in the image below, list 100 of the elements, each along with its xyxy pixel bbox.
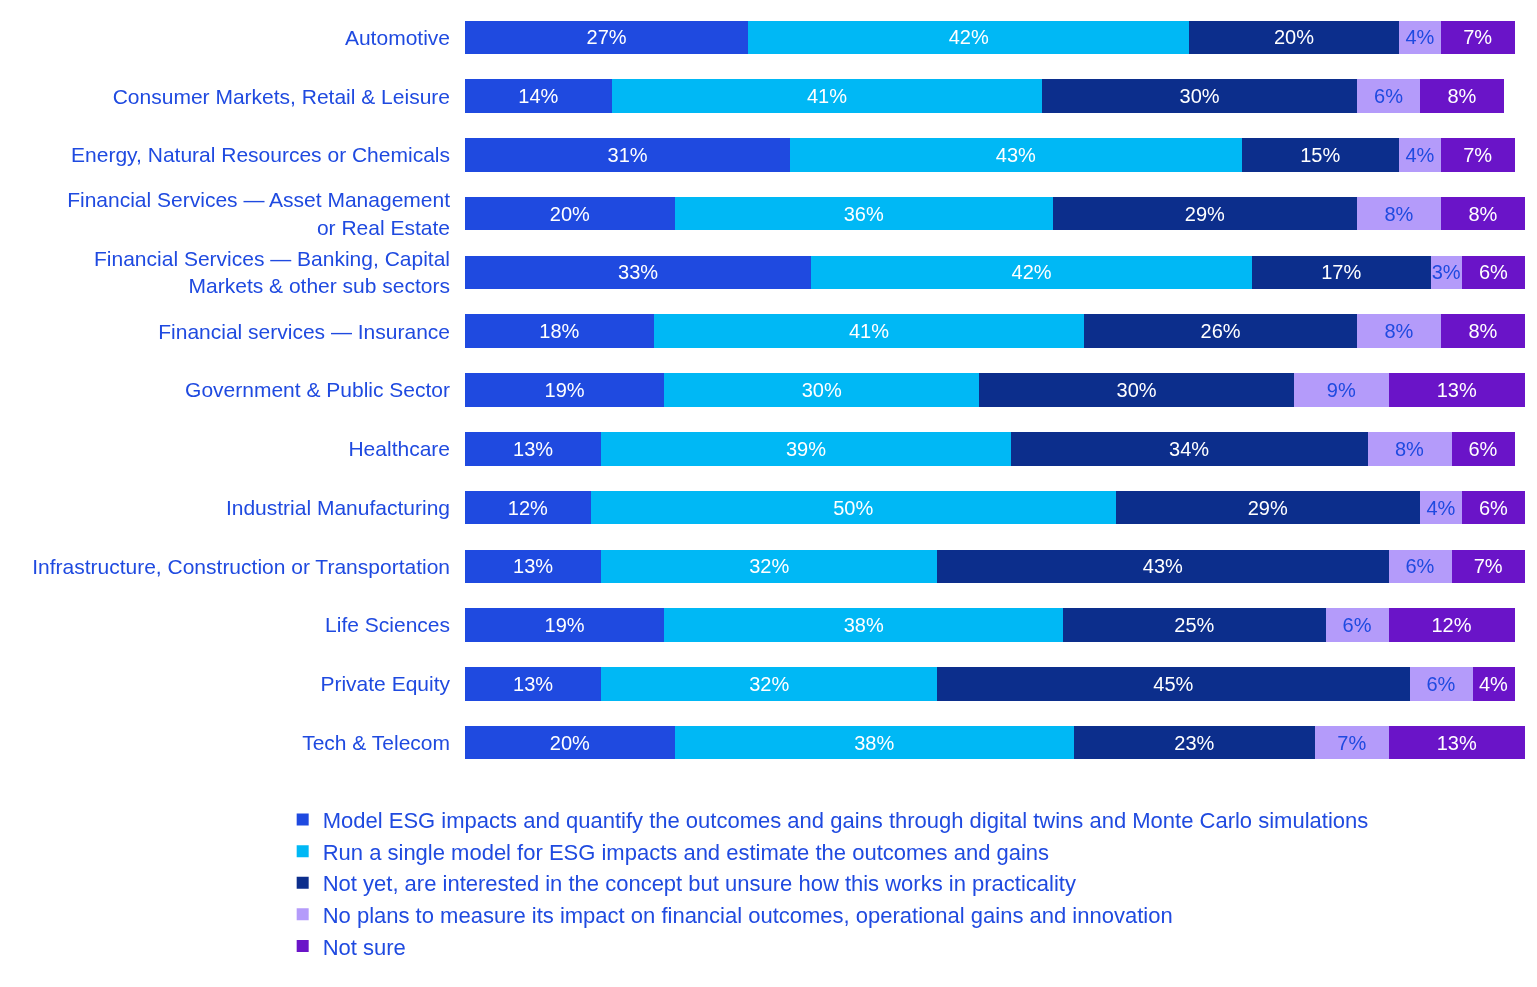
data-label: 7%: [1337, 731, 1367, 754]
data-label: 19%: [544, 614, 585, 637]
y-tick-label: Financial Services — Asset Management or Real Estate: [67, 188, 451, 239]
bar: [465, 667, 602, 701]
bar: [937, 667, 1410, 701]
bar: [653, 314, 1085, 348]
data-label: 32%: [749, 672, 790, 695]
bar: [1451, 549, 1525, 584]
bar: [1441, 314, 1525, 348]
legend-label: Not yet, are interested in the concept but unsure how this works in practicality: [322, 871, 1076, 897]
data-label: 3%: [1431, 261, 1461, 284]
bar: [465, 255, 812, 290]
data-label: 13%: [1436, 379, 1477, 401]
data-label: 41%: [848, 320, 890, 343]
data-label: 7%: [1473, 555, 1503, 578]
bar: [1241, 138, 1400, 172]
bar: [790, 138, 1242, 172]
data-label: 26%: [1200, 320, 1241, 343]
y-tick-label: Industrial Manufacturing: [225, 495, 450, 519]
bar: [465, 725, 675, 760]
bar: [1357, 79, 1421, 113]
data-label: 42%: [948, 26, 989, 49]
bar: [1010, 432, 1368, 466]
bar: [1367, 432, 1452, 466]
bar: [1441, 20, 1515, 55]
bar: [664, 608, 1064, 642]
bar: [465, 196, 675, 231]
y-tick-label: Financial services — Insurance: [158, 319, 450, 343]
bar: [1441, 196, 1525, 231]
y-tick-label: Automotive: [344, 25, 450, 49]
bar: [1294, 373, 1389, 407]
data-label: 36%: [843, 202, 884, 225]
bar: [601, 432, 1011, 466]
data-label: 39%: [785, 437, 827, 460]
bar: [601, 667, 938, 701]
data-label: 8%: [1447, 85, 1477, 108]
bar: [664, 373, 980, 407]
bar: [1315, 725, 1389, 760]
y-tick-label: Private Equity: [320, 672, 451, 696]
data-label: 6%: [1426, 672, 1456, 695]
bar: [1388, 725, 1525, 760]
bar: [674, 196, 1053, 231]
bar: [465, 373, 665, 407]
data-label: 45%: [1153, 672, 1194, 695]
data-label: 8%: [1468, 320, 1498, 343]
bar: [465, 549, 602, 584]
bar: [601, 549, 938, 584]
data-label: 6%: [1468, 437, 1498, 460]
bar: [1063, 608, 1326, 642]
bar: [1042, 79, 1358, 113]
data-label: 6%: [1405, 555, 1435, 578]
legend-label: No plans to measure its impact on financial outcomes, operational gains and innovation: [322, 902, 1173, 928]
bar: [1073, 725, 1316, 760]
data-label: 14%: [518, 85, 559, 108]
data-label: 50%: [833, 496, 874, 519]
data-label: 12%: [507, 496, 549, 519]
data-label: 6%: [1342, 614, 1372, 637]
data-label: 7%: [1463, 26, 1493, 49]
data-label: 31%: [607, 143, 648, 166]
bar: [1388, 373, 1525, 407]
data-label: 4%: [1405, 143, 1435, 166]
data-label: 19%: [544, 379, 585, 401]
bar: [465, 314, 654, 348]
bar: [465, 432, 602, 466]
bar: [1252, 255, 1431, 290]
y-tick-label: Energy, Natural Resources or Chemicals: [71, 143, 450, 167]
data-label: 29%: [1184, 202, 1226, 225]
data-label: 6%: [1478, 496, 1509, 519]
y-tick-label: Life Sciences: [325, 613, 450, 637]
bar: [937, 549, 1389, 584]
bar: [1409, 667, 1473, 701]
data-label: 7%: [1463, 143, 1493, 166]
bar: [1451, 432, 1515, 466]
data-label: 27%: [586, 26, 627, 49]
data-label: 4%: [1426, 496, 1456, 519]
data-label: 17%: [1321, 261, 1362, 284]
data-label: 4%: [1405, 26, 1435, 49]
y-tick-label: Healthcare: [348, 437, 450, 461]
data-label: 8%: [1468, 202, 1498, 225]
bar: [611, 79, 1043, 113]
data-label: 42%: [1011, 261, 1052, 284]
bar: [1388, 608, 1515, 642]
data-label: 13%: [513, 672, 554, 695]
bar: [979, 373, 1295, 407]
legend-label: Not sure: [322, 934, 406, 960]
data-label: 33%: [618, 261, 659, 284]
data-label: 38%: [843, 614, 884, 637]
data-label: 8%: [1394, 437, 1425, 460]
data-label: 30%: [1179, 85, 1220, 108]
data-label: 18%: [539, 320, 580, 343]
data-label: 12%: [1431, 614, 1472, 637]
bar: [1189, 20, 1400, 55]
bar: [748, 20, 1190, 55]
data-label: 23%: [1174, 731, 1215, 754]
data-label: 13%: [513, 555, 554, 578]
bar: [465, 490, 591, 525]
data-label: 15%: [1300, 143, 1341, 166]
bar: [465, 79, 612, 113]
bar: [465, 20, 749, 55]
data-label: 9%: [1326, 379, 1356, 401]
